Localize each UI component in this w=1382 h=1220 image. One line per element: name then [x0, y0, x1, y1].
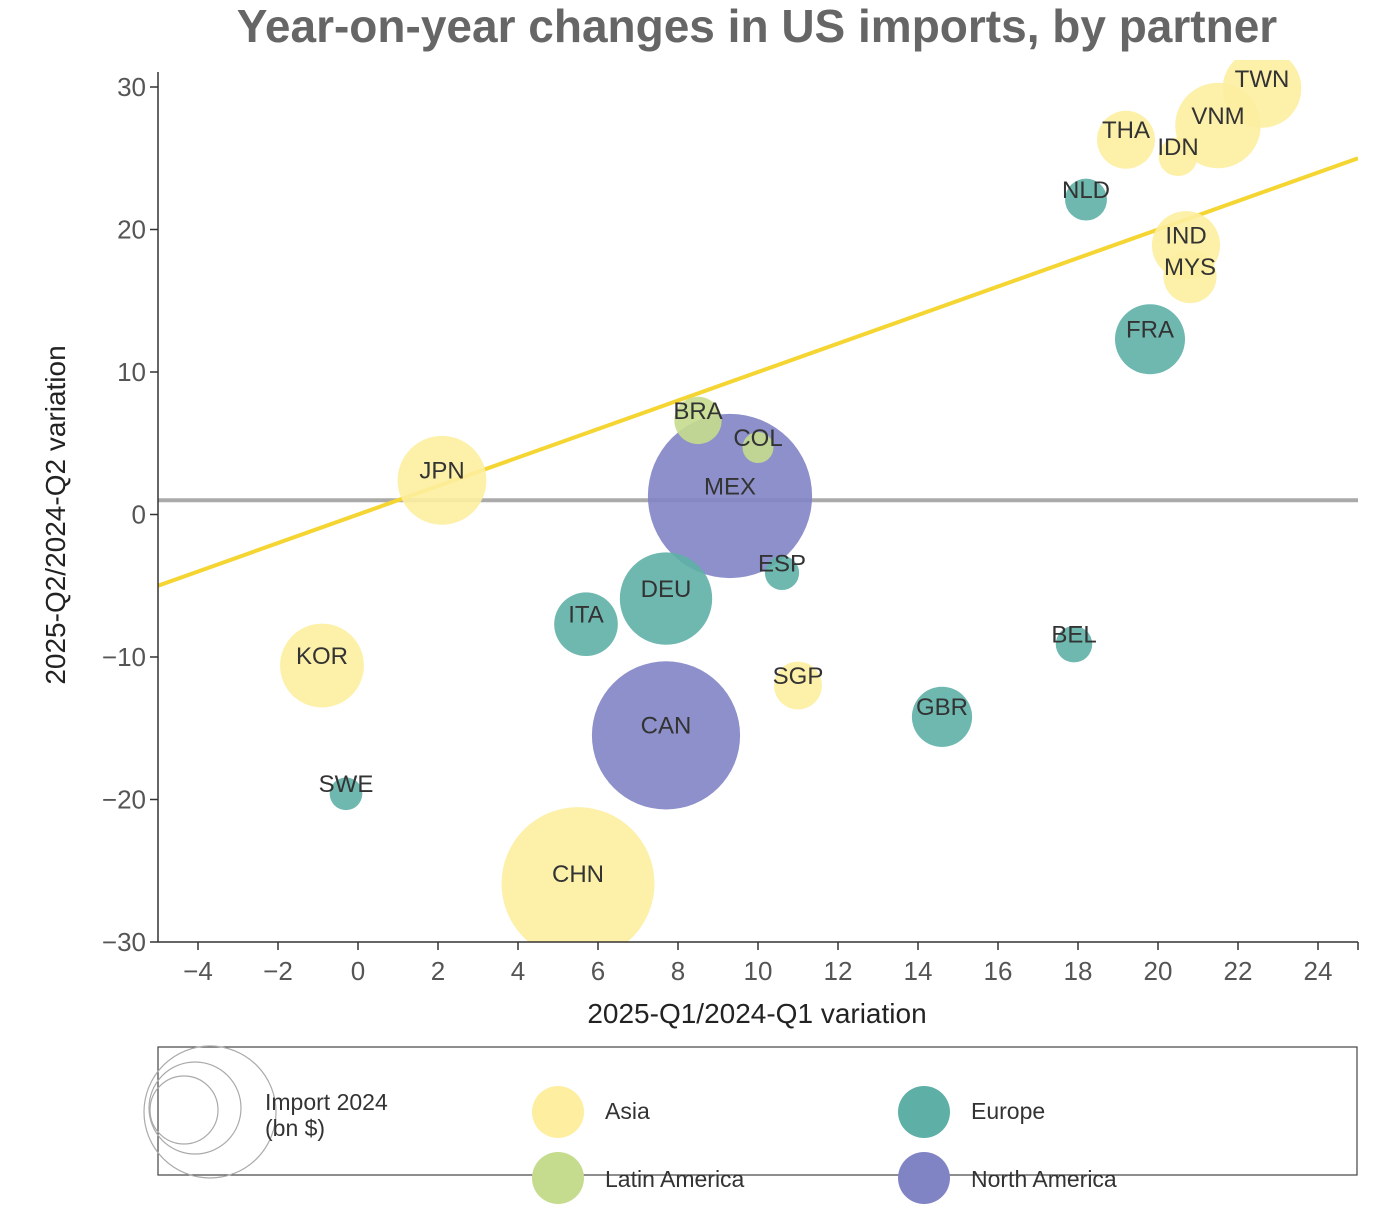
- bubble-label-ita: ITA: [568, 602, 604, 629]
- bubble-label-bra: BRA: [673, 398, 722, 425]
- size-legend-title-line1: Import 2024: [265, 1089, 388, 1115]
- x-tick-label: 6: [591, 956, 605, 986]
- bubble-twn[interactable]: [1222, 49, 1302, 128]
- bubble-gbr[interactable]: [911, 686, 973, 747]
- legend-swatch-latin-america: [532, 1152, 584, 1204]
- y-tick-label: 0: [132, 500, 146, 530]
- bubble-label-esp: ESP: [758, 550, 806, 577]
- legend-label-north-america: North America: [971, 1166, 1117, 1192]
- x-tick-label: 14: [904, 956, 933, 986]
- bubble-bra[interactable]: [674, 396, 722, 445]
- bubble-label-sgp: SGP: [773, 663, 824, 690]
- legend: Import 2024 (bn $) Asia Europe Latin Ameri…: [143, 1045, 1358, 1204]
- legend-swatch-europe: [898, 1086, 950, 1138]
- bubble-label-swe: SWE: [319, 771, 374, 798]
- y-tick-label: −10: [102, 642, 146, 672]
- x-axis-label: 2025-Q1/2024-Q1 variation: [587, 998, 926, 1029]
- bubble-label-mex: MEX: [704, 473, 756, 500]
- bubble-label-vnm: VNM: [1191, 103, 1244, 130]
- bubble-label-tha: THA: [1102, 117, 1150, 144]
- bubble-label-gbr: GBR: [916, 694, 968, 721]
- bubble-bel[interactable]: [1055, 625, 1093, 663]
- bubble-label-idn: IDN: [1157, 134, 1198, 161]
- x-tick-label: −4: [183, 956, 213, 986]
- y-tick-label: 10: [117, 357, 146, 387]
- size-legend-circle-medium: [148, 1061, 242, 1155]
- bubble-label-jpn: JPN: [419, 458, 464, 485]
- bubble-label-col: COL: [733, 425, 782, 452]
- bubble-fra[interactable]: [1114, 304, 1186, 375]
- x-tick-label: 16: [984, 956, 1013, 986]
- y-tick-label: −20: [102, 785, 146, 815]
- bubble-label-ind: IND: [1165, 223, 1206, 250]
- x-tick-label: 0: [351, 956, 365, 986]
- bubble-label-bel: BEL: [1051, 622, 1096, 649]
- size-legend-circle-small: [149, 1075, 219, 1145]
- bubbles-layer: [280, 49, 1302, 960]
- y-tick-label: 20: [117, 215, 146, 245]
- legend-label-europe: Europe: [971, 1098, 1045, 1124]
- x-tick-label: 10: [744, 956, 773, 986]
- color-legend: Asia Europe Latin America North America: [532, 1086, 1117, 1204]
- bubble-label-twn: TWN: [1235, 66, 1290, 93]
- bubble-jpn[interactable]: [397, 435, 487, 525]
- legend-swatch-asia: [532, 1086, 584, 1138]
- legend-label-latin-america: Latin America: [605, 1166, 745, 1192]
- x-tick-label: 4: [511, 956, 525, 986]
- x-tick-label: 20: [1144, 956, 1173, 986]
- bubble-esp[interactable]: [764, 555, 800, 591]
- axes: −4 −2 0 2 4 6 8 10 12 14 16 18 20 22 24 −30−20−1001020…: [102, 72, 1359, 986]
- bubble-tha[interactable]: [1097, 110, 1155, 169]
- bubble-label-chn: CHN: [552, 861, 604, 888]
- bubble-idn[interactable]: [1158, 137, 1198, 177]
- legend-box: [157, 1046, 1358, 1176]
- bubble-can[interactable]: [591, 661, 741, 810]
- bubble-chn[interactable]: [501, 807, 655, 960]
- bubble-label-nld: NLD: [1062, 177, 1110, 204]
- bubble-deu[interactable]: [619, 552, 713, 645]
- x-tick-label: 24: [1304, 956, 1333, 986]
- bubble-swe[interactable]: [329, 777, 363, 811]
- bubble-label-can: CAN: [641, 713, 692, 740]
- bubble-label-mys: MYS: [1164, 254, 1216, 281]
- size-legend: Import 2024 (bn $): [143, 1045, 388, 1179]
- x-tick-label: 8: [671, 956, 685, 986]
- bubble-kor[interactable]: [280, 623, 364, 708]
- bubble-mys[interactable]: [1163, 249, 1217, 304]
- chart-title: Year-on-year changes in US imports, by p…: [237, 0, 1278, 52]
- bubble-col[interactable]: [742, 432, 774, 464]
- y-tick-label: −30: [102, 927, 146, 957]
- y-axis-label: 2025-Q2/2024-Q2 variation: [40, 345, 71, 684]
- size-legend-circle-large: [143, 1045, 277, 1179]
- bubble-ita[interactable]: [554, 592, 618, 657]
- x-tick-label: 12: [824, 956, 853, 986]
- bubble-labels-layer: TWN VNM THA IDN NLD IND MYS FRA BRA COL JPN MEX ESP D…: [296, 66, 1289, 888]
- y-ticks: −30 −20 −10 0 10 20 30: [102, 72, 158, 957]
- bubble-label-deu: DEU: [641, 576, 692, 603]
- legend-swatch-north-america: [898, 1152, 950, 1204]
- x-tick-label: 18: [1064, 956, 1093, 986]
- bubble-label-kor: KOR: [296, 643, 348, 670]
- bubble-sgp[interactable]: [774, 661, 822, 710]
- x-tick-label: 2: [431, 956, 445, 986]
- y-tick-label: 30: [117, 72, 146, 102]
- x-ticks: −4 −2 0 2 4 6 8 10 12 14 16 18 20 22 24: [183, 942, 1359, 986]
- x-tick-label: −2: [263, 956, 293, 986]
- bubble-label-fra: FRA: [1126, 317, 1174, 344]
- x-tick-label: 22: [1224, 956, 1253, 986]
- legend-label-asia: Asia: [605, 1098, 650, 1124]
- size-legend-title-line2: (bn $): [265, 1115, 325, 1141]
- bubble-nld[interactable]: [1065, 178, 1107, 221]
